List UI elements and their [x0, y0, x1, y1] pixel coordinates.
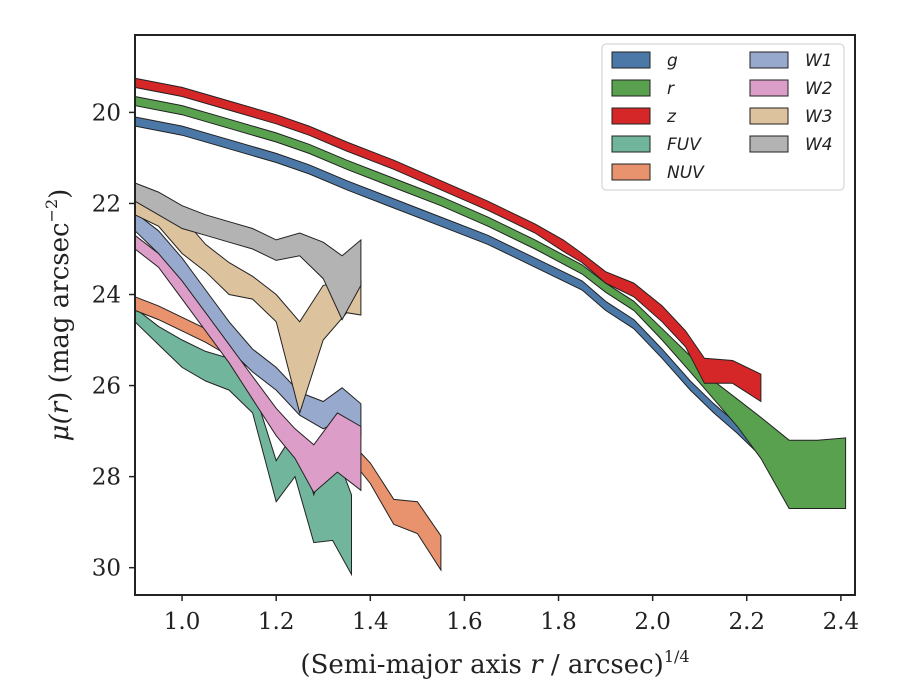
legend-label-w3: W3: [805, 107, 833, 127]
x-tick-label: 1.2: [258, 609, 295, 635]
band-fuv: [134, 307, 352, 577]
legend-swatch-nuv: [611, 163, 651, 181]
y-tick-label: 28: [92, 465, 121, 491]
legend-swatch-w1: [749, 51, 789, 69]
legend-swatch-w4: [749, 135, 789, 153]
x-tick-label: 2.2: [728, 609, 765, 635]
legend: grz FUV NUV W1 W2 W3 W4: [601, 43, 845, 191]
legend-swatch-w3: [749, 107, 789, 125]
y-tick-label: 26: [92, 374, 121, 400]
legend-label-w2: W2: [805, 79, 833, 99]
legend-label-fuv: FUV: [667, 135, 702, 155]
legend-swatch-r: [611, 79, 651, 97]
x-tick-label: 2.4: [823, 609, 860, 635]
legend-swatch-w2: [749, 79, 789, 97]
legend-swatch-g: [611, 51, 651, 69]
x-tick-label: 1.4: [352, 609, 389, 635]
x-axis-title: (Semi-major axis r / arcsec)1/4: [300, 647, 689, 680]
x-axis: 1.0 1.2 1.4 1.6 1.8 2.0 2.2 2.4: [164, 595, 859, 635]
legend-label-g: g: [667, 51, 678, 71]
legend-label-r: r: [667, 79, 675, 99]
x-tick-label: 1.0: [164, 609, 201, 635]
y-tick-label: 24: [92, 283, 121, 309]
y-axis: 20 22 24 26 28 30: [92, 100, 135, 582]
legend-label-w4: W4: [805, 135, 833, 155]
band-w3: [134, 193, 362, 415]
legend-label-w1: W1: [805, 51, 833, 71]
legend-swatch-z: [611, 107, 651, 125]
legend-swatch-fuv: [611, 135, 651, 153]
profile-bands: [134, 77, 847, 577]
plot-frame: [134, 34, 856, 596]
band-w2: [134, 234, 362, 494]
y-tick-label: 22: [92, 191, 121, 217]
y-axis-title: μ(r) (mag arcsec−2): [42, 189, 75, 442]
x-tick-label: 1.8: [540, 609, 577, 635]
x-tick-label: 2.0: [634, 609, 671, 635]
y-tick-label: 20: [92, 100, 121, 126]
legend-label-nuv: NUV: [667, 163, 705, 183]
band-w4: [134, 182, 362, 321]
y-tick-label: 30: [92, 556, 121, 582]
x-tick-label: 1.6: [446, 609, 483, 635]
band-r: [134, 95, 847, 509]
legend-label-z: z: [666, 107, 677, 127]
band-z: [134, 77, 762, 403]
